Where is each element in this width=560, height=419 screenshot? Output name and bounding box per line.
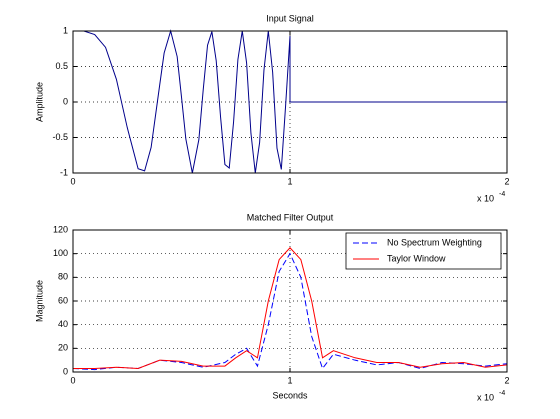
x-scale-exponent: -4 [499, 191, 505, 198]
series-line [73, 247, 508, 369]
axes-box [72, 229, 508, 373]
y-tick-label: 20 [58, 343, 68, 353]
x-axis-label: Seconds [272, 390, 308, 400]
y-axis-label: Magnitude [34, 280, 44, 322]
y-tick-label: -0.5 [52, 132, 68, 142]
x-scale-label: x 10 [477, 193, 494, 203]
series-line [73, 29, 507, 174]
y-tick-label: 40 [58, 319, 68, 329]
chart-title: Matched Filter Output [247, 212, 334, 222]
y-tick-label: 80 [58, 272, 68, 282]
x-scale-exponent: -4 [499, 390, 505, 397]
y-axis-label: Amplitude [34, 82, 44, 122]
y-tick-label: 1 [63, 25, 68, 35]
x-scale-label: x 10 [477, 392, 494, 402]
y-tick-label: 120 [53, 224, 68, 234]
y-tick-label: 60 [58, 295, 68, 305]
x-tick-label: 1 [287, 375, 292, 385]
x-tick-label: 2 [504, 375, 509, 385]
x-tick-label: 0 [70, 176, 75, 186]
legend-label: Taylor Window [387, 253, 446, 263]
y-tick-label: 0 [63, 366, 68, 376]
legend-label: No Spectrum Weighting [387, 237, 482, 247]
y-tick-label: 0.5 [55, 61, 68, 71]
y-tick-label: -1 [60, 167, 68, 177]
x-tick-label: 1 [287, 176, 292, 186]
chart-title: Input Signal [266, 13, 314, 23]
x-tick-label: 0 [70, 375, 75, 385]
axes-box [72, 30, 508, 174]
legend-box [345, 232, 502, 270]
y-tick-label: 0 [63, 96, 68, 106]
x-tick-label: 2 [504, 176, 509, 186]
y-tick-label: 100 [53, 248, 68, 258]
